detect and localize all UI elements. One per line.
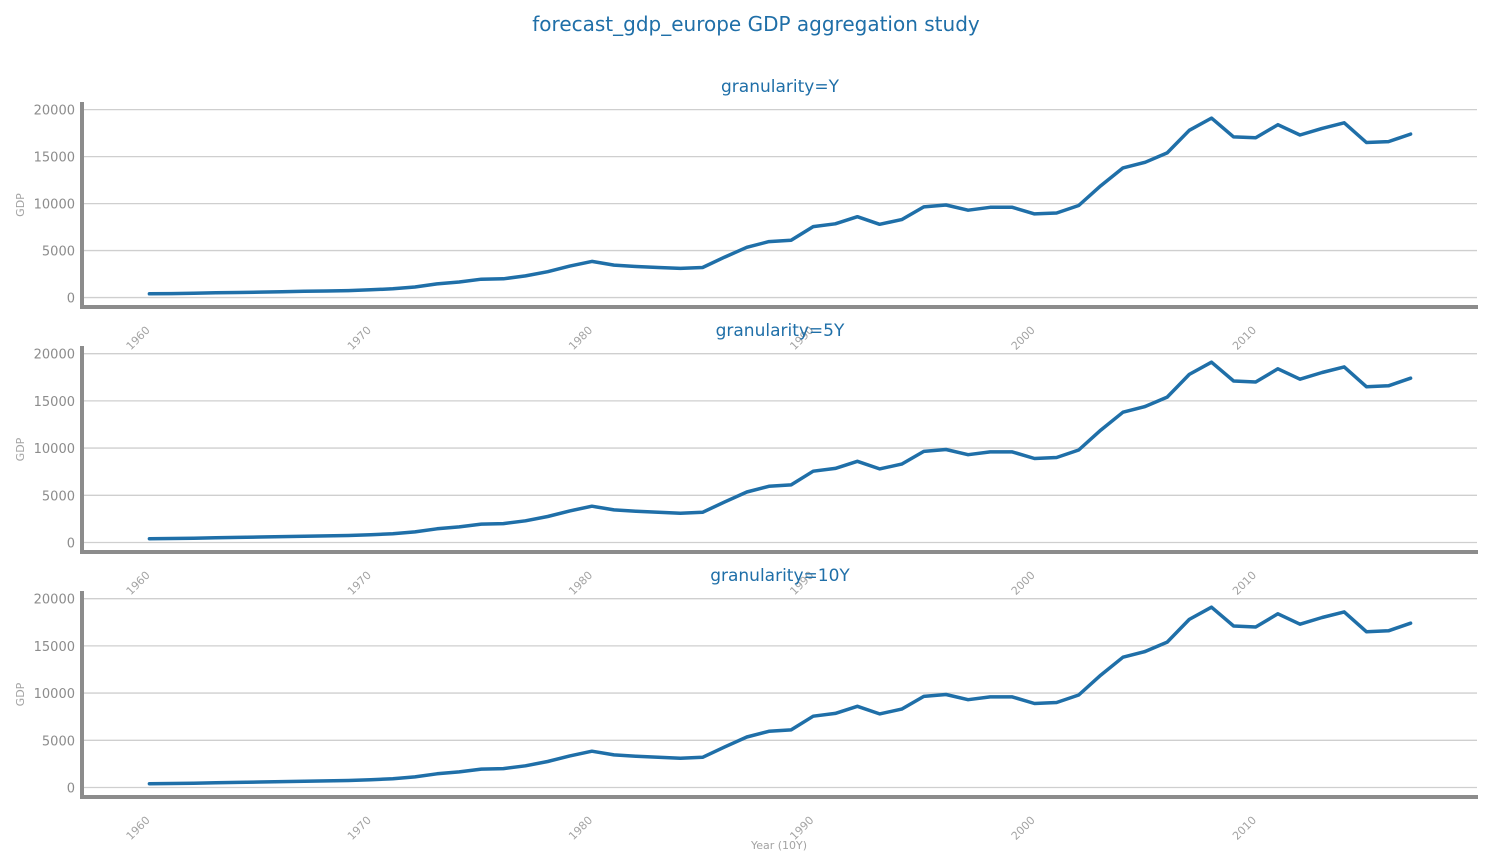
y-axis-label: GDP xyxy=(14,193,27,217)
y-tick-label: 15000 xyxy=(34,395,75,410)
y-tick-label: 5000 xyxy=(42,734,75,749)
x-tick-label: 1970 xyxy=(345,814,374,843)
y-tick-label: 15000 xyxy=(34,151,75,166)
subplot-title: granularity=Y xyxy=(721,77,840,97)
y-tick-label: 0 xyxy=(67,782,75,797)
x-tick-label: 2000 xyxy=(1009,569,1038,598)
series-line xyxy=(147,360,1413,541)
x-tick-label: 1980 xyxy=(566,814,595,843)
y-tick-label: 10000 xyxy=(34,198,75,213)
y-axis-label: GDP xyxy=(14,682,27,706)
x-tick-label: 1980 xyxy=(566,324,595,353)
x-tick-label: 2010 xyxy=(1230,569,1259,598)
series-line xyxy=(147,605,1413,786)
x-axis-label: Year (10Y) xyxy=(750,839,807,852)
x-tick-label: 2000 xyxy=(1009,814,1038,843)
y-tick-label: 0 xyxy=(67,292,75,307)
y-tick-label: 15000 xyxy=(34,640,75,655)
y-tick-label: 10000 xyxy=(34,442,75,457)
x-tick-label: 1970 xyxy=(345,569,374,598)
x-tick-label: 2010 xyxy=(1230,814,1259,843)
subplot-title: granularity=10Y xyxy=(710,566,850,586)
y-tick-label: 20000 xyxy=(34,104,75,119)
x-tick-label: 1980 xyxy=(566,569,595,598)
subplot-title: granularity=5Y xyxy=(716,321,845,341)
x-tick-label: 1960 xyxy=(124,569,153,598)
y-tick-label: 5000 xyxy=(42,489,75,504)
figure-title: forecast_gdp_europe GDP aggregation stud… xyxy=(532,12,980,36)
y-axis-label: GDP xyxy=(14,437,27,461)
y-tick-label: 5000 xyxy=(42,245,75,260)
x-tick-label: 2000 xyxy=(1009,324,1038,353)
x-tick-label: 2010 xyxy=(1230,324,1259,353)
x-tick-label: 1970 xyxy=(345,324,374,353)
y-tick-label: 10000 xyxy=(34,687,75,702)
x-tick-label: 1960 xyxy=(124,324,153,353)
y-tick-label: 20000 xyxy=(34,348,75,363)
series-line xyxy=(147,116,1413,296)
y-tick-label: 0 xyxy=(67,537,75,552)
y-tick-label: 20000 xyxy=(34,593,75,608)
x-tick-label: 1960 xyxy=(124,814,153,843)
